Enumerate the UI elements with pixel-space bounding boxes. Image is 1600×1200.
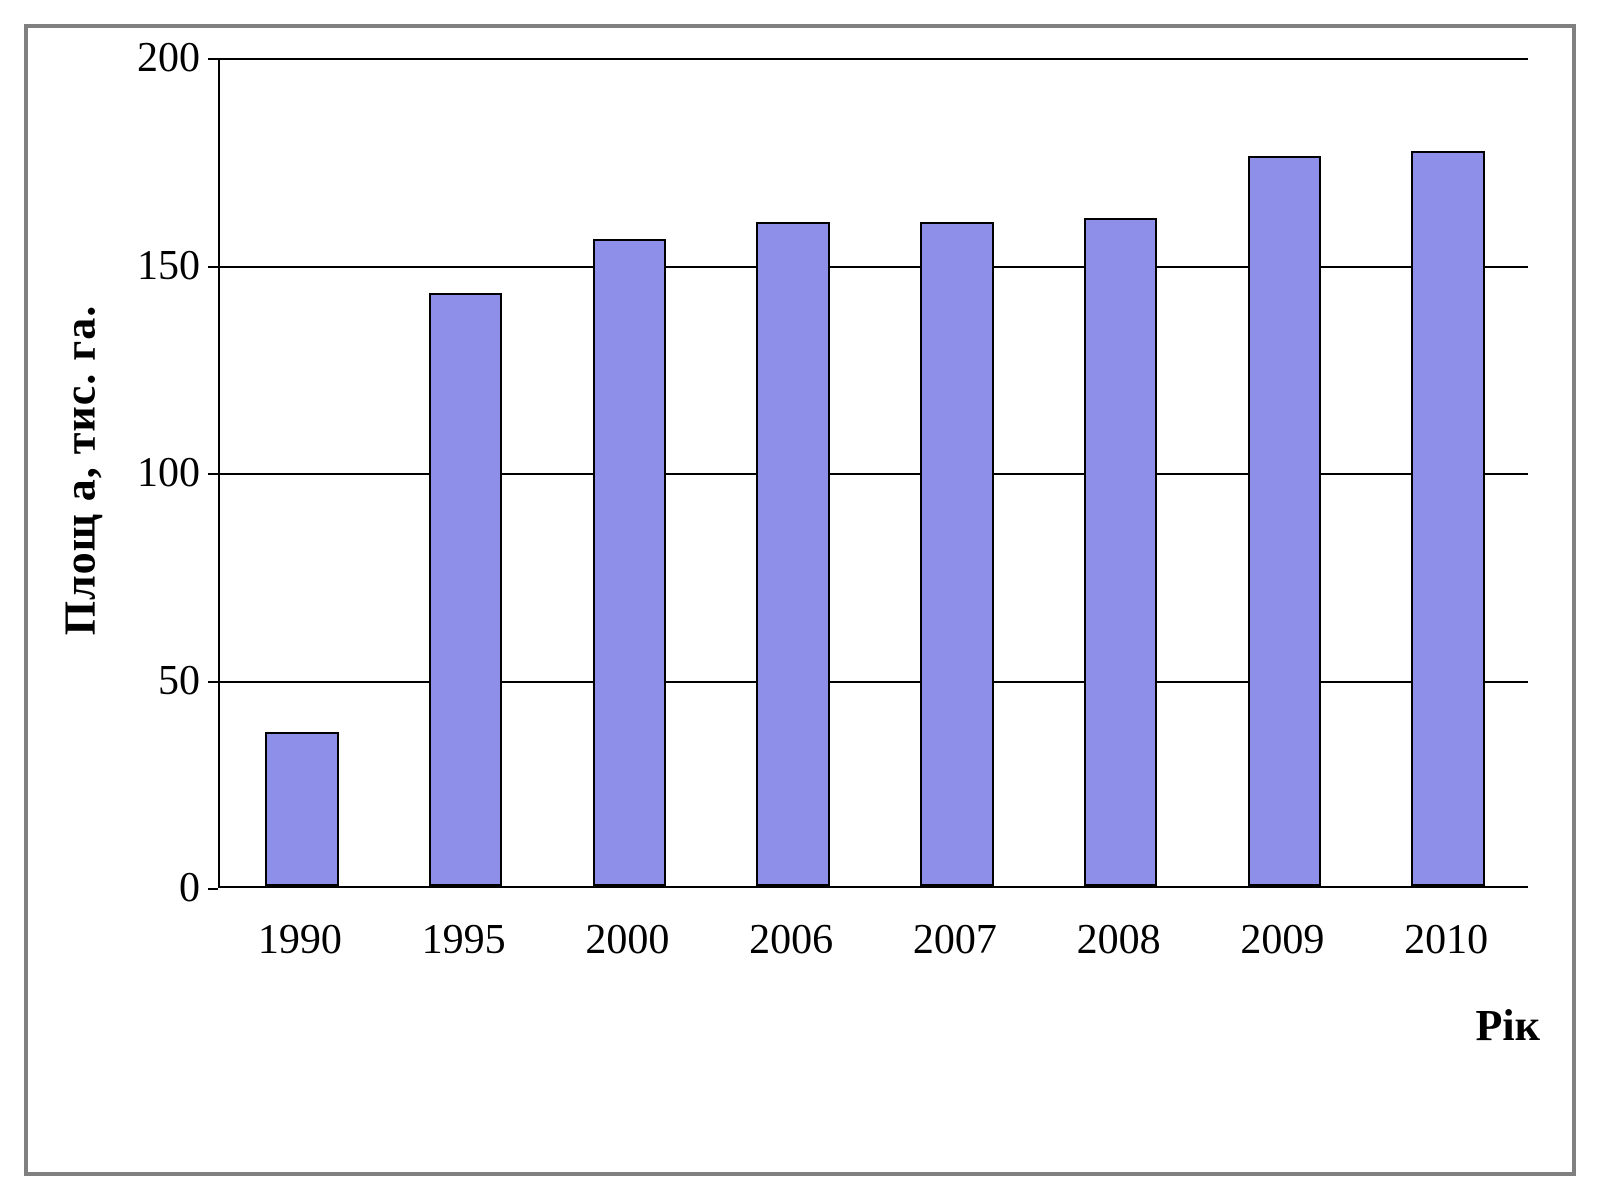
bar <box>265 732 339 886</box>
y-tick-label: 50 <box>60 657 200 705</box>
bar <box>1084 218 1158 886</box>
y-tick-mark <box>208 266 218 268</box>
bar <box>1248 156 1322 886</box>
x-axis-label: Рік <box>1476 1000 1540 1051</box>
bar <box>1411 151 1485 886</box>
x-tick-label: 2007 <box>913 916 997 964</box>
gridline <box>220 473 1528 475</box>
bar <box>429 293 503 886</box>
y-tick-mark <box>208 888 218 890</box>
bar <box>920 222 994 886</box>
y-tick-mark <box>208 681 218 683</box>
y-tick-mark <box>208 58 218 60</box>
bar <box>593 239 667 886</box>
gridline <box>220 266 1528 268</box>
bar <box>756 222 830 886</box>
x-tick-label: 2008 <box>1077 916 1161 964</box>
x-tick-label: 2000 <box>585 916 669 964</box>
x-tick-label: 1990 <box>258 916 342 964</box>
y-axis-label: Площ а, тис. га. <box>55 305 106 636</box>
x-tick-label: 2006 <box>749 916 833 964</box>
gridline <box>220 58 1528 60</box>
y-tick-label: 0 <box>60 864 200 912</box>
x-tick-label: 1995 <box>422 916 506 964</box>
y-tick-label: 200 <box>60 34 200 82</box>
plot-area <box>218 58 1528 888</box>
y-tick-mark <box>208 473 218 475</box>
gridline <box>220 681 1528 683</box>
x-tick-label: 2010 <box>1404 916 1488 964</box>
x-tick-label: 2009 <box>1240 916 1324 964</box>
y-tick-label: 150 <box>60 242 200 290</box>
